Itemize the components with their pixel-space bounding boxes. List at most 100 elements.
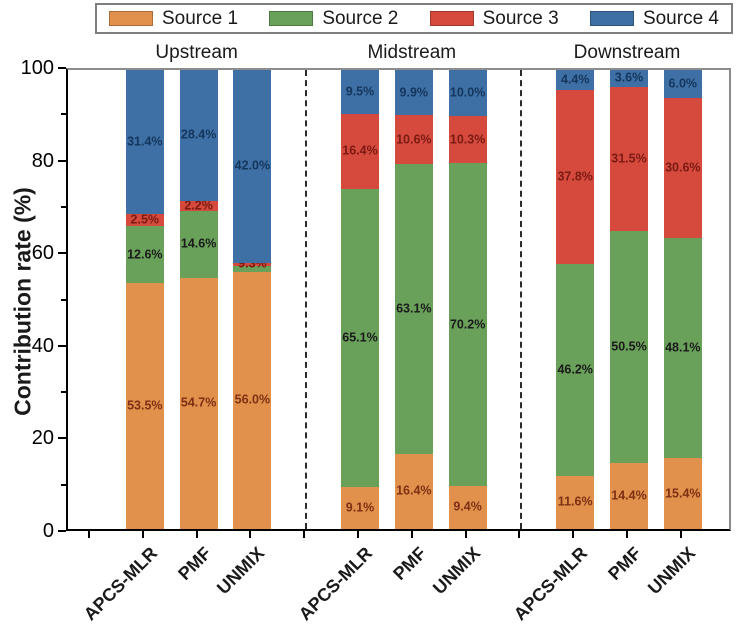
y-tick-label: 60	[31, 242, 54, 265]
y-tick-label: 20	[31, 427, 54, 450]
x-tick-label-apcs-mlr: APCS-MLR	[510, 543, 592, 625]
y-axis-title: Contribution rate (%)	[9, 187, 36, 416]
plot-area: 53.5% 12.6% 2.5% 31.4% 54.7% 14.6% 2.2% 28.4% 56…	[66, 68, 731, 531]
group-title-upstream: Upstream	[155, 42, 238, 63]
y-tick-label: 100	[20, 57, 54, 79]
legend-swatch-source-2	[269, 11, 314, 26]
x-tick-label-unmix: UNMIX	[643, 543, 699, 599]
bar-segment-source-4	[233, 70, 272, 263]
y-tick-label: 0	[42, 520, 54, 542]
bar-segment-source-1	[125, 283, 164, 529]
y-minor-tick-mark	[61, 113, 66, 116]
segment-label: 10.3%	[449, 132, 486, 147]
bar-segment-source-1	[663, 458, 702, 529]
segment-label: 9.4%	[453, 499, 482, 514]
x-tick-label-unmix: UNMIX	[428, 543, 484, 599]
legend-item-label: Source 3	[482, 7, 559, 29]
bar-midstream-unmix: 9.4% 70.2% 10.3% 10.0%	[448, 70, 487, 529]
bar-downstream-apcs-mlr: 11.6% 46.2% 37.8% 4.4%	[556, 70, 595, 529]
legend-item: Source 1	[109, 8, 238, 30]
segment-label: 10.6%	[396, 132, 432, 147]
bar-upstream-unmix: 56.0% 9.3% 42.0%	[233, 70, 272, 529]
legend-item-label: Source 2	[322, 7, 399, 29]
segment-label: 16.4%	[342, 143, 378, 158]
group-title-midstream: Midstream	[367, 42, 457, 63]
bar-segment-source-3	[179, 200, 218, 211]
bar-segment-source-3	[341, 113, 379, 189]
segment-label: 9.1%	[345, 500, 375, 515]
segment-label: 16.4%	[396, 483, 432, 498]
y-minor-tick-mark	[61, 298, 66, 301]
segment-label: 31.5%	[611, 151, 647, 166]
bar-segment-source-1	[341, 487, 379, 529]
segment-label: 30.6%	[665, 160, 701, 175]
y-tick-mark	[58, 344, 66, 347]
x-tick-label-pmf: PMF	[173, 543, 215, 585]
segment-label: 46.2%	[557, 362, 593, 377]
legend-item: Source 2	[269, 8, 398, 30]
y-minor-tick-mark	[61, 391, 66, 394]
segment-label: 4.4%	[560, 72, 590, 87]
segment-label: 2.5%	[130, 212, 160, 227]
segment-label: 15.4%	[665, 486, 701, 501]
x-tick-mark	[88, 531, 90, 538]
segment-label: 70.2%	[449, 317, 486, 332]
segment-label: 6.0%	[668, 76, 698, 91]
segment-label: 37.8%	[557, 169, 593, 184]
y-tick-label: 80	[31, 149, 54, 172]
x-tick-mark	[195, 531, 198, 538]
y-tick-mark	[58, 159, 66, 162]
segment-label: 14.6%	[180, 236, 217, 251]
group-separator	[520, 70, 523, 529]
legend-item-label: Source 4	[642, 7, 719, 29]
bar-segment-source-4	[125, 70, 164, 215]
bar-segment-source-1	[179, 277, 218, 529]
x-tick-mark	[626, 531, 628, 538]
segment-label: 54.7%	[180, 395, 217, 410]
segment-label: 3.6%	[614, 70, 644, 85]
segment-label: 42.0%	[234, 158, 271, 173]
segment-label: 9.9%	[399, 85, 429, 100]
bar-segment-source-2	[610, 231, 648, 463]
legend-item: Source 3	[429, 7, 559, 30]
bar-segment-source-4	[610, 70, 648, 87]
segment-label: 63.1%	[396, 301, 432, 316]
bar-midstream-apcs-mlr: 9.1% 65.1% 16.4% 9.5%	[341, 70, 379, 529]
bar-segment-source-3	[233, 262, 272, 266]
bar-segment-source-2	[394, 164, 433, 454]
x-tick-mark	[303, 531, 306, 538]
segment-label: 56.0%	[234, 392, 271, 407]
bar-segment-source-2	[179, 210, 218, 278]
segment-label: 12.6%	[127, 247, 163, 262]
y-tick-mark	[58, 67, 66, 69]
legend-swatch-source-1	[109, 11, 153, 26]
segment-label: 65.1%	[342, 330, 378, 345]
segment-label: 9.5%	[345, 84, 375, 99]
x-tick-label-unmix: UNMIX	[213, 543, 269, 599]
legend-swatch-source-3	[429, 11, 474, 26]
y-minor-tick-mark	[61, 483, 66, 486]
bar-midstream-pmf: 16.4% 63.1% 10.6% 9.9%	[394, 70, 433, 529]
bar-segment-source-2	[663, 237, 702, 459]
segment-label: 50.5%	[611, 339, 647, 354]
bar-segment-source-1	[556, 475, 595, 529]
segment-label: 28.4%	[180, 127, 217, 142]
x-tick-label-apcs-mlr: APCS-MLR	[79, 543, 161, 625]
y-tick-mark	[58, 530, 66, 532]
group-separator	[305, 70, 308, 529]
x-tick-mark	[249, 531, 252, 538]
x-tick-label-apcs-mlr: APCS-MLR	[294, 543, 377, 625]
segment-label: 14.4%	[611, 488, 647, 503]
segment-label: 2.2%	[184, 198, 213, 213]
x-tick-label-pmf: PMF	[604, 543, 646, 585]
bar-segment-source-2	[233, 266, 272, 272]
segment-label: 48.1%	[665, 340, 701, 355]
segment-label: 53.5%	[127, 398, 163, 413]
bar-segment-source-4	[663, 70, 702, 98]
legend: Source 1 Source 2 Source 3 Source 4	[95, 3, 733, 34]
bar-upstream-apcs-mlr: 53.5% 12.6% 2.5% 31.4%	[125, 70, 164, 529]
legend-swatch-source-4	[589, 11, 634, 26]
segment-label: 10.0%	[449, 85, 486, 100]
bar-segment-source-4	[179, 70, 218, 201]
